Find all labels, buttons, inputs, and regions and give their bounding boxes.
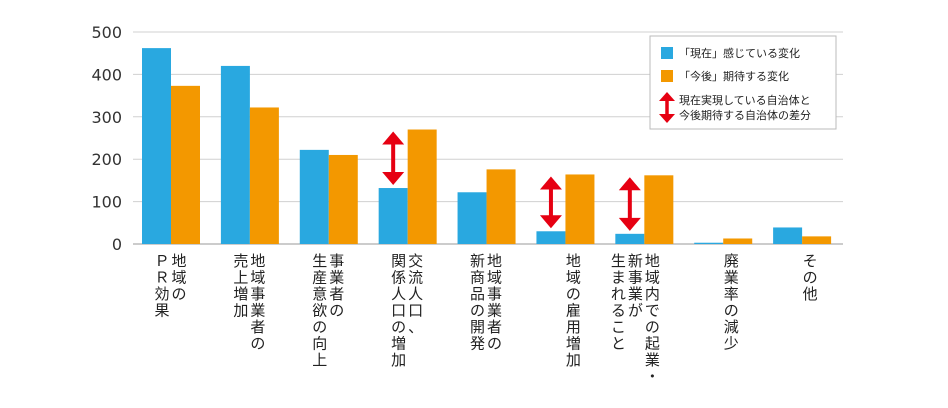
legend-arrow-shape bbox=[659, 92, 675, 123]
gap-arrow-icon bbox=[539, 176, 562, 229]
bar-current bbox=[536, 231, 566, 244]
x-category-label: 地域の雇用増加 bbox=[566, 252, 581, 369]
y-tick-label: 200 bbox=[91, 150, 122, 169]
bar-current bbox=[378, 188, 408, 244]
legend-gap-arrow-icon bbox=[659, 92, 675, 123]
x-category-label: 売上増加 bbox=[233, 252, 248, 320]
x-category-label: 交流人口、 bbox=[408, 252, 423, 336]
y-tick-label: 100 bbox=[91, 193, 122, 212]
bar-current bbox=[773, 227, 803, 244]
bar-future bbox=[328, 154, 358, 244]
gap-arrow-icon bbox=[618, 177, 641, 231]
bars bbox=[142, 48, 832, 245]
bar-current bbox=[220, 65, 250, 244]
x-category-label: 地域事業者の bbox=[250, 252, 265, 353]
legend-swatch-future bbox=[661, 70, 673, 82]
bar-future bbox=[171, 85, 200, 245]
bar-future bbox=[486, 169, 516, 244]
bar-current bbox=[457, 192, 487, 244]
y-tick-label: 300 bbox=[91, 108, 122, 127]
bar-future bbox=[407, 129, 437, 244]
bar-current bbox=[299, 149, 329, 244]
x-category-label: 地域内での起業・ bbox=[645, 252, 660, 386]
bar-future bbox=[565, 174, 595, 244]
legend-box bbox=[649, 35, 837, 130]
legend: 「現在」感じている変化 「今後」期待する変化 現在実現している自治体と 今後期待… bbox=[649, 35, 837, 130]
x-category-label: その他 bbox=[803, 252, 818, 303]
bar-future bbox=[644, 175, 674, 244]
x-category-label: 新事業が bbox=[628, 252, 643, 320]
gap-arrow-icon bbox=[382, 131, 405, 186]
y-axis-ticks: 0 100 200 300 400 500 bbox=[91, 23, 122, 254]
x-category-label: 事業者の bbox=[329, 252, 344, 320]
bar-current bbox=[694, 242, 724, 244]
legend-swatch-current bbox=[661, 47, 673, 59]
bar-current bbox=[142, 48, 171, 244]
x-category-label: 地域の bbox=[171, 252, 186, 303]
x-category-label: 関係人口の増加 bbox=[391, 252, 406, 369]
legend-label-gap-line1: 現在実現している自治体と bbox=[679, 93, 811, 107]
legend-label-current: 「現在」感じている変化 bbox=[679, 46, 800, 60]
y-tick-label: 0 bbox=[112, 235, 122, 254]
x-category-label: 生産意欲の向上 bbox=[312, 252, 327, 369]
bar-future bbox=[249, 107, 279, 244]
x-category-label: 新商品の開発 bbox=[470, 252, 485, 353]
legend-label-gap-line2: 今後期待する自治体の差分 bbox=[679, 108, 811, 122]
legend-label-future: 「今後」期待する変化 bbox=[679, 69, 789, 83]
x-category-label: ＰＲ効果 bbox=[154, 252, 169, 320]
y-tick-label: 500 bbox=[91, 23, 122, 42]
x-category-label: 廃業率の減少 bbox=[724, 252, 739, 353]
bar-current bbox=[615, 233, 645, 244]
x-category-label: 生まれること bbox=[611, 252, 626, 353]
x-axis-labels: 地域のＰＲ効果地域事業者の売上増加事業者の生産意欲の向上交流人口、関係人口の増加… bbox=[154, 252, 817, 386]
bar-future bbox=[723, 238, 753, 244]
gap-arrows bbox=[382, 131, 641, 231]
bar-future bbox=[802, 236, 832, 244]
y-tick-label: 400 bbox=[91, 65, 122, 84]
x-category-label: 地域事業者の bbox=[487, 252, 502, 353]
